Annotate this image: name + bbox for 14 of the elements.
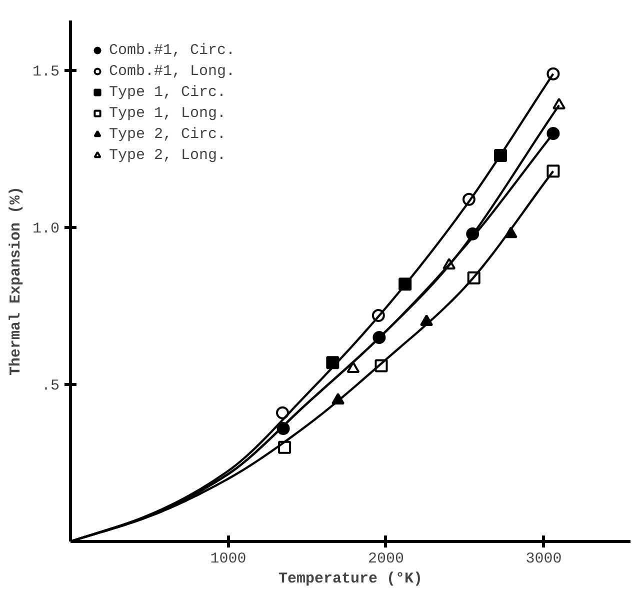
- legend-label: Type 2, Long.: [109, 146, 226, 164]
- y-tick-label: 1.5: [32, 64, 60, 81]
- y-tick-label: .5: [41, 378, 60, 395]
- y-tick-label: 1.0: [32, 220, 60, 238]
- legend-label: Type 1, Circ.: [109, 84, 226, 100]
- legend-label: Comb.#1, Circ.: [109, 42, 236, 58]
- legend-label: Type 2, Circ.: [109, 126, 226, 142]
- x-axis-title: Temperature (°K): [278, 570, 423, 588]
- x-tick-label: 2000: [368, 550, 404, 568]
- y-axis-title: Thermal Expansion (%): [7, 186, 24, 376]
- x-tick-label: 3000: [526, 550, 562, 568]
- legend-label: Comb.#1, Long.: [109, 62, 236, 80]
- legend-label: Type 1, Long.: [109, 104, 226, 122]
- x-tick-label: 1000: [210, 550, 246, 568]
